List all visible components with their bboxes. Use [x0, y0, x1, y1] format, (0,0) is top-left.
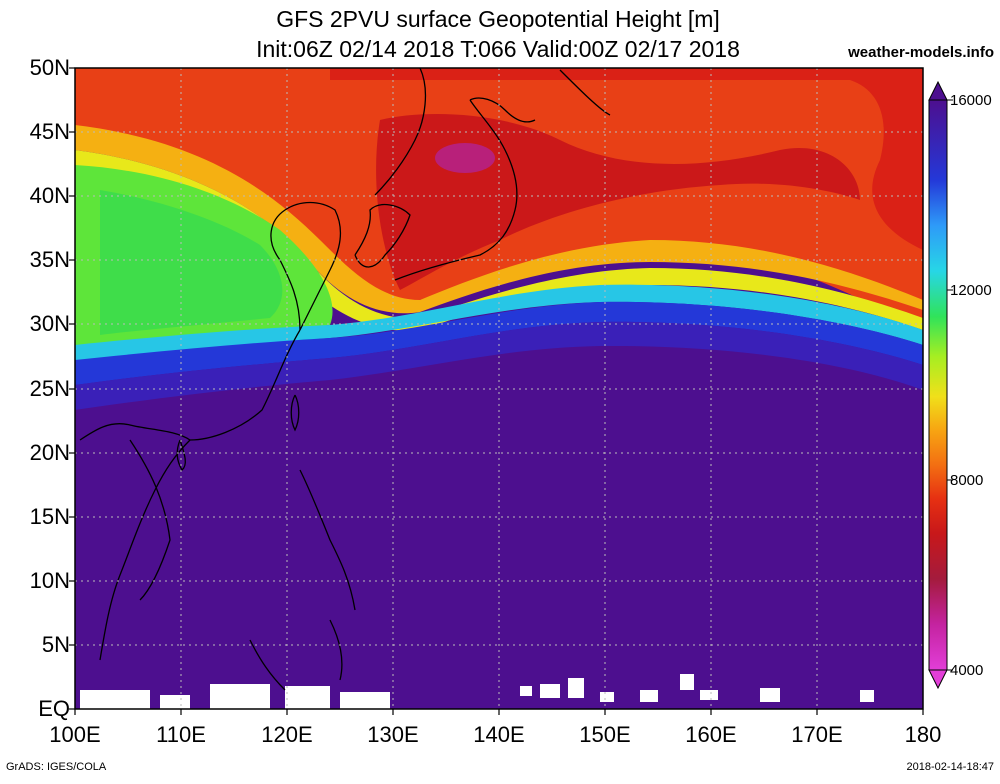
- axis-ticks: [69, 67, 924, 715]
- lon-label-140e: 140E: [473, 722, 525, 747]
- lon-label-150e: 150E: [579, 722, 631, 747]
- lat-label-20n: 20N: [29, 440, 70, 465]
- lon-label-160e: 160E: [685, 722, 737, 747]
- colorbar-label-8000: 8000: [950, 472, 984, 489]
- chart-title-line1: GFS 2PVU surface Geopotential Height [m]: [276, 6, 720, 32]
- footer-credit: GrADS: IGES/COLA: [6, 761, 107, 773]
- lat-label-eq: EQ: [38, 696, 70, 721]
- lon-label-100e: 100E: [49, 722, 101, 747]
- colorbar-label-16000: 16000: [950, 92, 992, 109]
- graticule: [75, 68, 923, 709]
- lat-label-40n: 40N: [29, 183, 70, 208]
- coastlines: [79, 68, 611, 691]
- lat-label-30n: 30N: [29, 311, 70, 336]
- lon-label-180: 180: [904, 722, 942, 747]
- lon-label-130e: 130E: [367, 722, 419, 747]
- lat-label-35n: 35N: [29, 247, 70, 272]
- colorbar: [928, 80, 953, 690]
- lat-label-25n: 25N: [29, 376, 70, 401]
- lon-label-170e: 170E: [791, 722, 843, 747]
- chart-title-line2: Init:06Z 02/14 2018 T:066 Valid:00Z 02/1…: [256, 36, 740, 62]
- lat-label-45n: 45N: [29, 119, 70, 144]
- footer-timestamp: 2018-02-14-18:47: [906, 761, 994, 773]
- lon-label-120e: 120E: [261, 722, 313, 747]
- lat-label-10n: 10N: [29, 568, 70, 593]
- lat-label-15n: 15N: [29, 504, 70, 529]
- site-name: weather-models.info: [848, 44, 994, 61]
- lon-label-110e: 110E: [156, 722, 206, 747]
- colorbar-label-12000: 12000: [950, 282, 992, 299]
- colorbar-label-4000: 4000: [950, 662, 984, 679]
- lat-label-5n: 5N: [41, 632, 70, 657]
- lat-label-50n: 50N: [29, 55, 70, 80]
